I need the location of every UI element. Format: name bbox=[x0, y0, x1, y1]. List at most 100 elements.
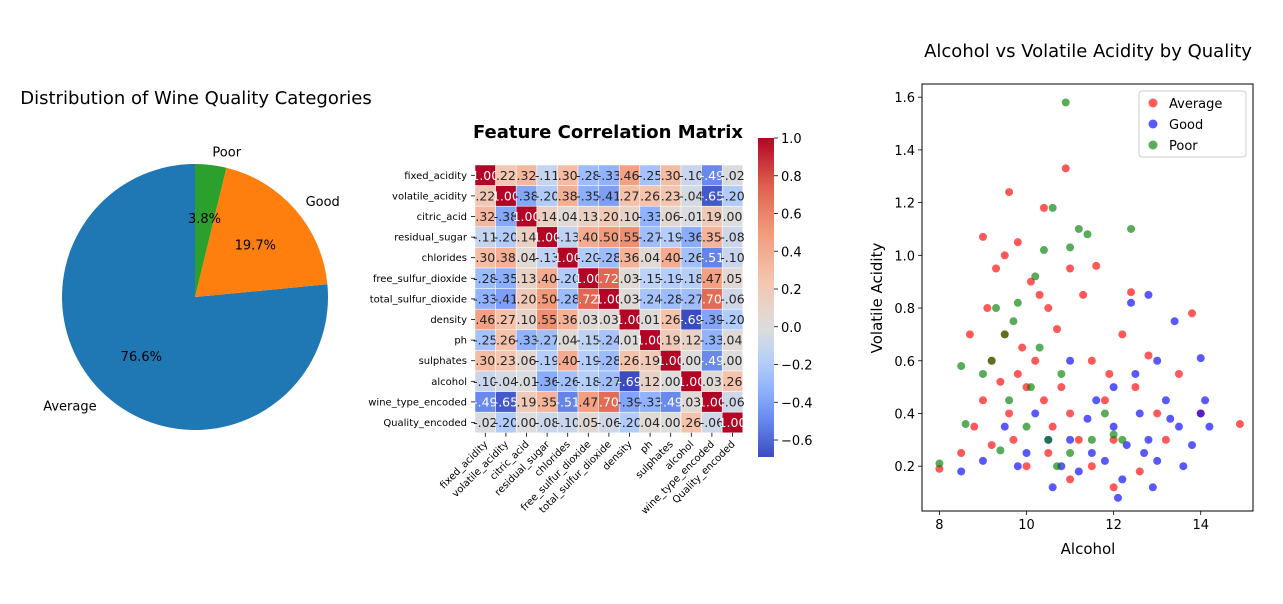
scatter-point-good bbox=[1153, 456, 1162, 465]
scatter-point-poor bbox=[1118, 435, 1127, 444]
heatmap-cell-value: .35 bbox=[702, 230, 722, 245]
heatmap-cell-value: -.20 bbox=[494, 230, 518, 245]
heatmap-cell-value: -.33 bbox=[514, 333, 538, 348]
heatmap-cell-value: .06 bbox=[517, 353, 537, 368]
scatter-point-good bbox=[1131, 369, 1140, 378]
heatmap-cell-value: .30 bbox=[475, 250, 495, 265]
heatmap-cell-value: -.18 bbox=[576, 374, 600, 389]
heatmap-cell-value: 1.00 bbox=[513, 209, 541, 224]
scatter-point-good bbox=[1066, 356, 1075, 365]
heatmap-cell-value: -.13 bbox=[535, 250, 559, 265]
pie-percent-label: 76.6% bbox=[121, 350, 162, 365]
heatmap-cell-value: -.18 bbox=[679, 271, 703, 286]
scatter-x-tick-label: 8 bbox=[935, 518, 943, 533]
scatter-legend-marker bbox=[1148, 119, 1158, 129]
heatmap-row-label: total_sulfur_dioxide bbox=[370, 294, 467, 305]
heatmap-cell-value: -.08 bbox=[720, 230, 744, 245]
pie-label: Average bbox=[43, 399, 96, 414]
pie-percent-label: 3.8% bbox=[188, 212, 221, 227]
heatmap-cell-value: -.33 bbox=[638, 394, 662, 409]
scatter-point-good bbox=[1205, 422, 1214, 431]
heatmap-cell-value: -.06 bbox=[700, 415, 724, 430]
scatter-point-poor bbox=[1031, 272, 1040, 281]
heatmap-cell-value: .01 bbox=[620, 333, 640, 348]
heatmap-cell-value: -.38 bbox=[494, 209, 518, 224]
heatmap-cell-value: -.65 bbox=[700, 188, 724, 203]
scatter-point-average bbox=[1013, 369, 1022, 378]
scatter-point-average bbox=[1031, 356, 1040, 365]
heatmap-cell-value: .03 bbox=[578, 312, 598, 327]
scatter-point-average bbox=[978, 232, 987, 241]
heatmap-cell-value: -.41 bbox=[494, 291, 518, 306]
heatmap-cell-value: -.33 bbox=[638, 209, 662, 224]
scatter-point-poor bbox=[1083, 230, 1092, 239]
scatter-legend-marker bbox=[1148, 98, 1158, 108]
scatter-point-average bbox=[1135, 467, 1144, 476]
scatter-point-poor bbox=[992, 304, 1001, 313]
scatter-y-tick-label: 0.2 bbox=[894, 460, 915, 475]
scatter-point-average bbox=[970, 422, 979, 431]
heatmap-row-label: citric_acid bbox=[417, 212, 467, 223]
heatmap-cell-value: -.10 bbox=[679, 168, 703, 183]
scatter-point-poor bbox=[957, 362, 966, 371]
heatmap-colorbar-tick-label: −0.6 bbox=[781, 434, 813, 449]
scatter-point-poor bbox=[1053, 462, 1062, 471]
pie-label: Good bbox=[306, 195, 340, 210]
heatmap-cell-value: -.01 bbox=[679, 209, 703, 224]
scatter-y-tick-label: 0.6 bbox=[894, 355, 915, 370]
heatmap-row-label: sulphates bbox=[419, 356, 467, 367]
heatmap-cell-value: .05 bbox=[578, 415, 598, 430]
heatmap-cell-value: .20 bbox=[599, 209, 619, 224]
heatmap-cell-value: .36 bbox=[558, 312, 578, 327]
heatmap-cell-value: -.33 bbox=[473, 291, 497, 306]
scatter-legend-label: Poor bbox=[1169, 139, 1198, 154]
scatter-point-average bbox=[1066, 409, 1075, 418]
pie-chart: Distribution of Wine Quality Categories … bbox=[20, 88, 372, 430]
heatmap-cell-value: -.20 bbox=[617, 415, 641, 430]
heatmap-cell-value: .03 bbox=[681, 394, 701, 409]
scatter-point-poor bbox=[978, 369, 987, 378]
heatmap-cell-value: -.13 bbox=[556, 230, 580, 245]
heatmap-cell-value: .70 bbox=[702, 291, 722, 306]
scatter-point-average bbox=[1188, 309, 1197, 318]
heatmap-colorbar-tick-label: −0.4 bbox=[781, 396, 813, 411]
heatmap-cell-value: .32 bbox=[517, 168, 537, 183]
scatter-point-good bbox=[1127, 298, 1136, 307]
heatmap-cell-value: .55 bbox=[620, 230, 640, 245]
heatmap-cell-value: -.10 bbox=[556, 415, 580, 430]
scatter-point-average bbox=[1131, 383, 1140, 392]
scatter-point-average bbox=[1005, 188, 1014, 197]
heatmap-cell-value: .00 bbox=[723, 209, 743, 224]
scatter-point-good bbox=[1083, 414, 1092, 423]
scatter-point-average bbox=[987, 441, 996, 450]
heatmap-row-label: chlorides bbox=[422, 253, 467, 264]
heatmap-cell-value: .19 bbox=[702, 209, 722, 224]
scatter-point-poor bbox=[1066, 449, 1075, 458]
scatter-point-good bbox=[1013, 462, 1022, 471]
heatmap-cell-value: .10 bbox=[620, 209, 640, 224]
heatmap-cell-value: -.06 bbox=[720, 291, 744, 306]
scatter-point-good bbox=[1148, 483, 1157, 492]
scatter-point-average bbox=[1118, 330, 1127, 339]
heatmap-cell-value: .30 bbox=[558, 168, 578, 183]
heatmap-cell-value: 1.00 bbox=[492, 188, 520, 203]
scatter-point-good bbox=[1066, 435, 1075, 444]
heatmap-cell-value: .46 bbox=[620, 168, 640, 183]
heatmap-row-label: alcohol bbox=[431, 377, 467, 388]
heatmap-row-label: residual_sugar bbox=[394, 233, 468, 244]
heatmap-cell-value: 1.00 bbox=[636, 333, 664, 348]
scatter-x-axis-label: Alcohol bbox=[1061, 540, 1116, 558]
heatmap-cell-value: .01 bbox=[640, 312, 660, 327]
heatmap-cell-value: .04 bbox=[517, 250, 537, 265]
scatter-point-poor bbox=[1074, 224, 1083, 233]
heatmap-cell-value: -.19 bbox=[535, 353, 559, 368]
pie-slice-average bbox=[62, 164, 329, 430]
heatmap-cell-value: -.06 bbox=[597, 415, 621, 430]
scatter-point-good bbox=[1122, 441, 1131, 450]
pie-slice-poor bbox=[195, 164, 227, 297]
scatter-point-good bbox=[1000, 422, 1009, 431]
heatmap-colorbar-tick-label: 0.2 bbox=[781, 283, 802, 298]
heatmap-cell-value: -.11 bbox=[535, 168, 559, 183]
heatmap-cell-value: -.04 bbox=[679, 188, 703, 203]
